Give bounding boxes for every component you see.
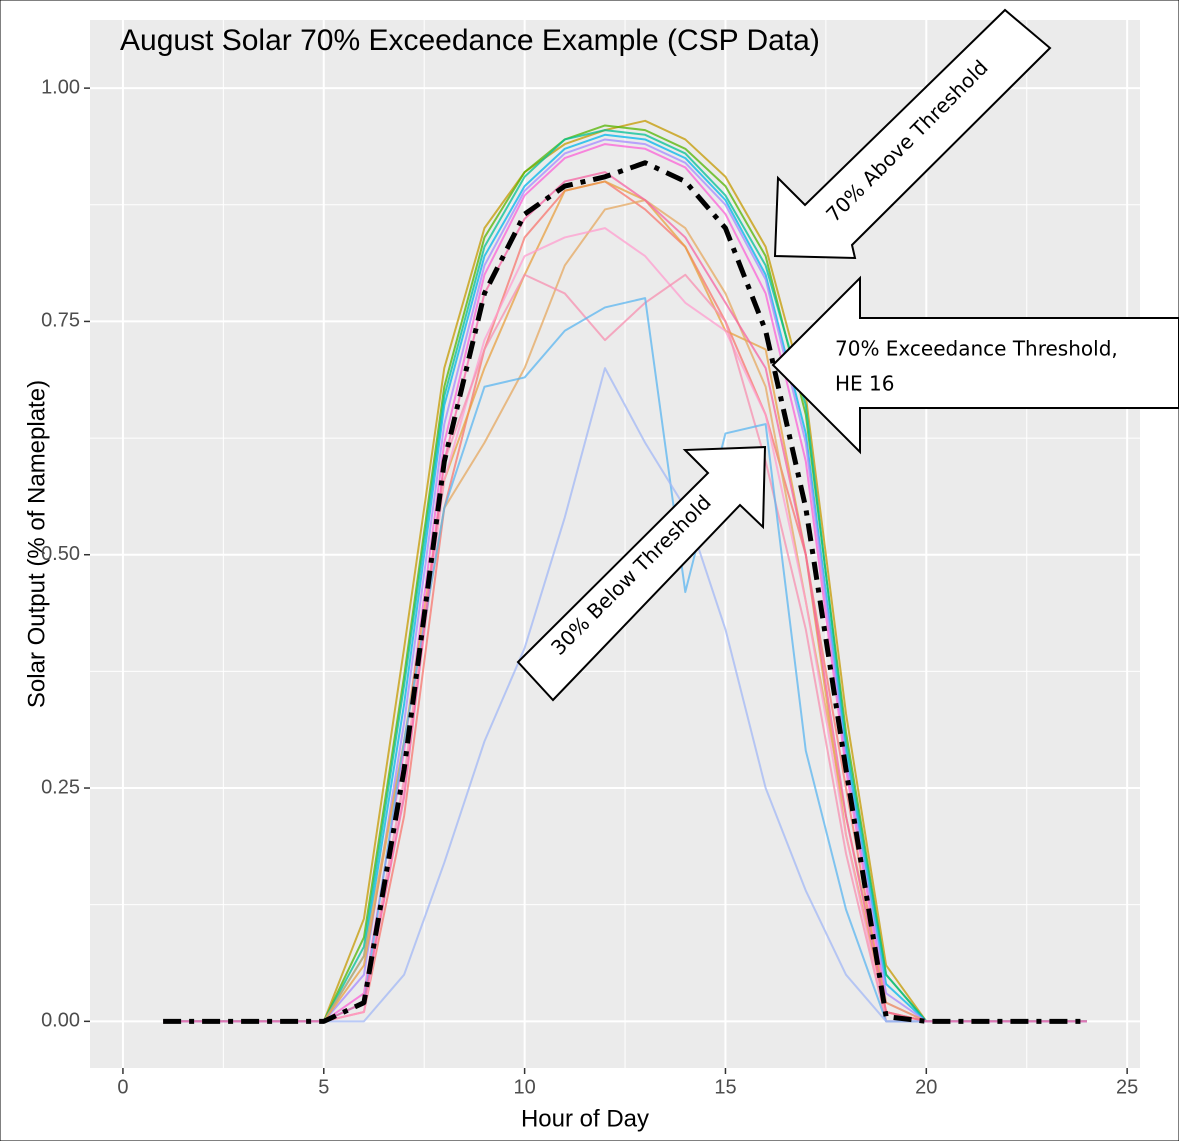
lines bbox=[163, 119, 1087, 1024]
arrow-threshold bbox=[771, 275, 1179, 455]
annotation-threshold: 70% Exceedance Threshold, bbox=[835, 337, 1118, 361]
chart-title: August Solar 70% Exceedance Example (CSP… bbox=[120, 24, 820, 57]
x-axis-title: Hour of Day bbox=[521, 1105, 649, 1132]
y-tick-label: 0.25 bbox=[41, 776, 80, 798]
y-tick-label: 0.50 bbox=[41, 543, 80, 565]
arrow-above bbox=[773, 8, 1052, 260]
panel bbox=[90, 20, 1140, 1068]
x-tick-label: 25 bbox=[1116, 1076, 1138, 1098]
arrow-below bbox=[516, 445, 767, 702]
x-tick-label: 15 bbox=[714, 1076, 736, 1098]
y-tick-label: 1.00 bbox=[41, 76, 80, 98]
y-axis-title: Solar Output (% of Nameplate) bbox=[23, 380, 50, 708]
threshold-line bbox=[163, 160, 1087, 1024]
annotation-threshold: HE 16 bbox=[835, 372, 894, 396]
x-tick-label: 20 bbox=[915, 1076, 937, 1098]
x-tick-label: 5 bbox=[318, 1076, 329, 1098]
x-tick-label: 10 bbox=[513, 1076, 535, 1098]
y-tick-label: 0.00 bbox=[41, 1010, 80, 1032]
y-tick-label: 0.75 bbox=[41, 310, 80, 332]
x-tick-label: 0 bbox=[117, 1076, 128, 1098]
